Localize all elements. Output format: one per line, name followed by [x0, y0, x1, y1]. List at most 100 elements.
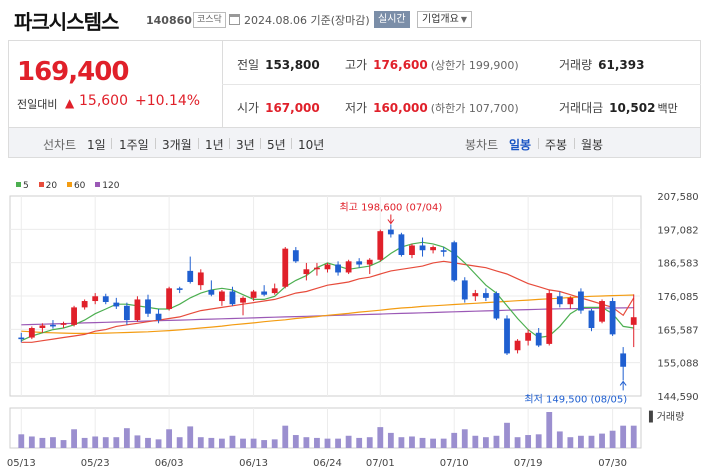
- period-bar: 선차트 1일 1주일 3개월 1년 3년 5년 10년 봉차트 일봉 주봉 월봉: [8, 128, 701, 158]
- volume-bar: [556, 431, 563, 448]
- chart-legend: 5 20 60 120: [16, 181, 126, 191]
- legend-swatch: [66, 182, 72, 187]
- volume-bar: [356, 437, 363, 448]
- volume-bar: [50, 437, 56, 448]
- volume-bar: [451, 432, 458, 448]
- volume-bar: [599, 433, 605, 448]
- candle-body: [366, 259, 373, 265]
- volume-bar: [155, 439, 162, 448]
- stat-open: 시가 167,000: [237, 99, 320, 116]
- stat-amount: 거래대금 10,502 백만: [559, 99, 678, 116]
- volume-bar: [250, 438, 257, 448]
- high-arrow-head: [387, 219, 395, 225]
- legend-label: 60: [73, 181, 86, 191]
- period-3y[interactable]: 3년: [236, 138, 255, 152]
- divider: [574, 138, 575, 149]
- ma5-line: [21, 241, 634, 342]
- candle-body: [155, 313, 162, 321]
- candle-body: [92, 296, 99, 302]
- volume-bar: [366, 437, 373, 448]
- candle-body: [18, 337, 25, 340]
- period-1w[interactable]: 1주일: [119, 138, 149, 152]
- period-3m[interactable]: 3개월: [162, 138, 192, 152]
- period-weekly[interactable]: 주봉: [545, 138, 568, 152]
- candle-body: [250, 291, 257, 298]
- volume-bar: [176, 437, 183, 448]
- y-tick-label: 176,085: [657, 292, 698, 303]
- divider: [198, 138, 199, 149]
- candle-body: [599, 301, 605, 322]
- y-tick-label: 155,088: [657, 359, 698, 370]
- stat-label: 거래대금: [559, 101, 604, 115]
- candle-body: [335, 264, 341, 273]
- candle-body: [482, 293, 489, 298]
- candle-body: [409, 245, 415, 255]
- legend-ma20: 20: [38, 181, 57, 191]
- divider: [260, 138, 261, 149]
- y-tick-label: 165,587: [657, 325, 698, 336]
- realtime-button[interactable]: 실시간: [374, 11, 410, 28]
- divider: [111, 138, 112, 149]
- volume-bar: [219, 438, 225, 448]
- stat-label: 전일: [237, 58, 260, 72]
- candle-body: [588, 310, 595, 329]
- candle-chart-label: 봉차트: [465, 138, 499, 152]
- candle-body: [240, 297, 246, 303]
- period-1d[interactable]: 1일: [87, 138, 106, 152]
- volume-bar: [28, 436, 35, 448]
- period-10y[interactable]: 10년: [298, 138, 325, 152]
- candle-body: [387, 229, 394, 235]
- volume-bar: [409, 436, 415, 448]
- candle-body: [166, 288, 173, 309]
- x-tick-label: 05/13: [7, 458, 36, 469]
- candle-body: [314, 267, 320, 270]
- candle-body: [630, 317, 637, 325]
- volume-bar: [134, 435, 141, 448]
- change-label: 전일대비: [17, 98, 58, 111]
- volume-bar: [208, 437, 215, 448]
- period-monthly[interactable]: 월봉: [581, 138, 604, 152]
- volume-bar: [461, 429, 468, 448]
- company-info-dropdown[interactable]: 기업개요 ▼: [417, 11, 472, 28]
- base-date: 2024.08.06 기준(장마감): [244, 14, 370, 27]
- x-tick-label: 07/10: [440, 458, 469, 469]
- stat-volume: 거래량 61,393: [559, 56, 644, 73]
- candle-body: [345, 261, 352, 273]
- volume-bar: [578, 435, 584, 448]
- period-1y[interactable]: 1년: [205, 138, 224, 152]
- x-tick-label: 06/13: [239, 458, 268, 469]
- stat-label: 저가: [345, 101, 368, 115]
- candle-body: [187, 270, 194, 282]
- divider: [291, 138, 292, 149]
- candle-body: [60, 323, 67, 325]
- y-tick-label: 207,580: [657, 192, 698, 203]
- y-tick-label: 197,082: [657, 225, 698, 236]
- volume-bar: [166, 429, 173, 448]
- divider: [538, 138, 539, 149]
- stock-code: 140860: [146, 14, 192, 27]
- stat-value: 61,393: [598, 58, 645, 72]
- volume-bar: [60, 440, 67, 448]
- volume-bar: [102, 437, 109, 448]
- candle-body: [39, 325, 46, 329]
- candle-body: [134, 299, 141, 321]
- x-tick-label: 06/03: [155, 458, 184, 469]
- period-daily[interactable]: 일봉: [509, 138, 532, 152]
- period-5y[interactable]: 5년: [267, 138, 286, 152]
- volume-bar: [345, 435, 352, 448]
- candle-body: [50, 324, 56, 327]
- candle-body: [546, 293, 553, 344]
- stat-low: 저가 160,000 (하한가 107,700): [345, 99, 519, 116]
- volume-bar: [567, 437, 574, 448]
- volume-bar: [282, 425, 289, 448]
- volume-bar: [92, 436, 99, 448]
- price-chart[interactable]: 207,580 197,082 186,583 176,085 165,587 155,0…: [0, 180, 709, 472]
- price-panel: 169,400 전일대비 ▲ 15,600 +10.14% 전일 153,800 …: [8, 40, 701, 128]
- candle-body: [525, 332, 532, 341]
- stat-sub: (상한가 199,900): [430, 59, 519, 72]
- candle-body: [71, 307, 77, 325]
- stock-name: 파크시스템스: [14, 10, 119, 34]
- stat-value: 167,000: [265, 101, 320, 115]
- company-info-label: 기업개요: [422, 14, 459, 25]
- stat-value: 10,502: [609, 101, 656, 115]
